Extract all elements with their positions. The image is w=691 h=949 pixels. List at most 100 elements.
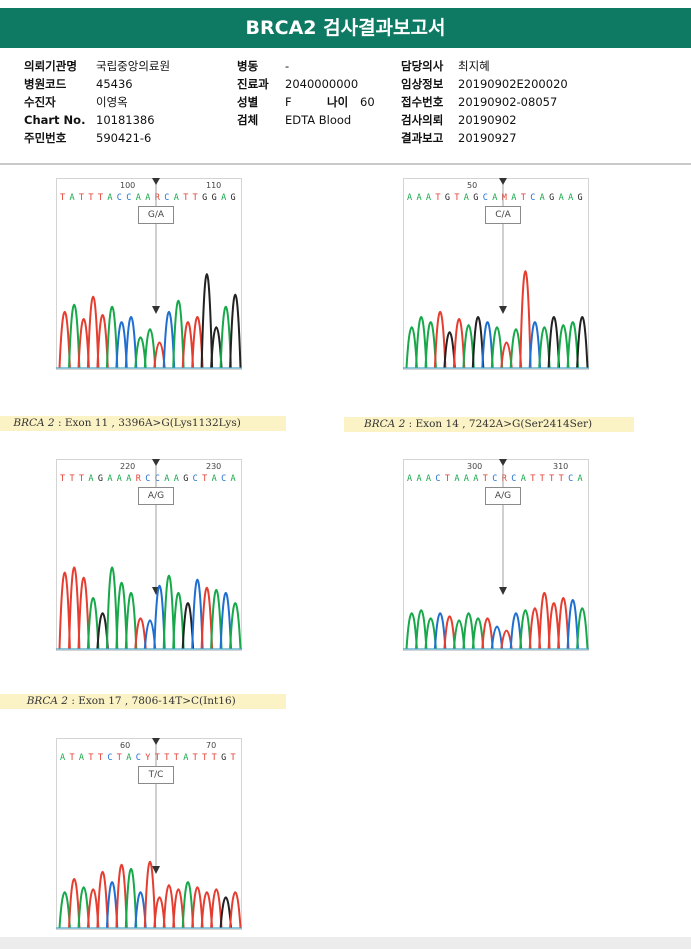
trace-peak — [547, 316, 561, 369]
base-call-letter: G — [212, 193, 217, 203]
trace-peak — [210, 888, 223, 929]
base-call-letter: C — [117, 193, 122, 203]
field-value: EDTA Blood — [285, 113, 352, 127]
base-call-letter: G — [202, 193, 207, 203]
base-call-letter: C — [568, 474, 573, 484]
base-call-letter: A — [521, 474, 526, 484]
trace-peak — [96, 314, 109, 369]
base-call-letter: A — [107, 193, 112, 203]
trace-peak — [219, 592, 232, 650]
variant-arrow-icon — [499, 587, 507, 595]
field-value: 590421-6 — [96, 131, 152, 145]
base-call-letter: G — [221, 753, 226, 763]
base-call-letter: T — [79, 193, 84, 203]
field-label: 의뢰기관명 — [24, 59, 77, 73]
position-tick: 110 — [206, 181, 221, 190]
base-call-letter: A — [417, 474, 422, 484]
base-call-letter: T — [212, 753, 217, 763]
base-call-letter: T — [549, 474, 554, 484]
base-call-letter: A — [568, 193, 573, 203]
info-row: 병동 - — [237, 57, 375, 75]
variant-description: : Exon 11 , 3396A>G(Lys1132Lys) — [57, 417, 241, 429]
trace-peak — [433, 311, 447, 369]
genotype-call-box: A/G — [485, 487, 521, 505]
info-row: 수진자 이영옥 — [24, 93, 170, 111]
trace-peak — [443, 615, 456, 650]
trace-peak — [143, 860, 157, 929]
field-label: 병동 — [237, 59, 259, 73]
trace-peak — [229, 602, 242, 650]
genotype-call-box: C/A — [485, 206, 521, 224]
base-call-letter: T — [98, 193, 103, 203]
trace-peak — [557, 324, 570, 369]
base-call-letter: C — [193, 474, 198, 484]
base-call-letter: G — [473, 193, 478, 203]
info-row: Chart No. 10181386 — [24, 111, 170, 129]
base-call-letter: R — [155, 193, 161, 203]
field-value: 45436 — [96, 77, 133, 91]
field-label: 성별 — [237, 95, 259, 109]
field-label: 검사의뢰 — [401, 113, 444, 127]
trace-peak — [124, 316, 138, 369]
trace-peak — [77, 576, 90, 650]
chromatogram-exon17: 60 70 A T A T T C T A C Y T T T A T T T G T T/C — [56, 738, 242, 930]
base-call-letter: A — [107, 474, 112, 484]
base-call-letter: A — [407, 193, 412, 203]
field-label: 검체 — [237, 113, 259, 127]
variant-description: : Exon 14 , 7242A>G(Ser2414Ser) — [408, 418, 593, 430]
variant-caption-exon14: BRCA 2 : Exon 14 , 7242A>G(Ser2414Ser) — [344, 417, 634, 432]
base-call-letter: T — [521, 193, 526, 203]
base-call-letter: T — [70, 753, 75, 763]
base-call-letter: A — [473, 474, 478, 484]
info-row: 검체 EDTA Blood — [237, 111, 375, 129]
base-call-letter: A — [454, 474, 459, 484]
position-tick: 100 — [120, 181, 135, 190]
trace-peak — [229, 891, 242, 929]
base-call-letter: A — [578, 474, 583, 484]
field-label: 수진자 — [24, 95, 56, 109]
base-call-letter: A — [136, 193, 141, 203]
info-row: 진료과 2040000000 — [237, 75, 375, 93]
base-call-letter: M — [502, 193, 507, 203]
trace-peak — [519, 609, 532, 650]
base-call-letter: C — [511, 474, 516, 484]
variant-caption-exon11: BRCA 2 : Exon 11 , 3396A>G(Lys1132Lys) — [0, 416, 286, 431]
base-call-letter: A — [559, 193, 564, 203]
field-label: 담당의사 — [401, 59, 444, 73]
base-call-letter: C — [483, 193, 488, 203]
base-call-letter: T — [435, 193, 440, 203]
field-value: 이영옥 — [96, 95, 128, 109]
trace-peak — [471, 316, 485, 369]
field-value: 10181386 — [96, 113, 155, 127]
gene-name: BRCA 2 — [13, 417, 55, 429]
chromatogram-exon10-b: 50 A A A T G T A G C A M A T C A G A A G C/A — [403, 178, 589, 370]
trace-peak — [538, 592, 551, 650]
trace-peak — [200, 587, 214, 650]
base-call-letter: G — [183, 474, 188, 484]
base-call-letter: T — [98, 753, 103, 763]
age-value: 60 — [360, 95, 375, 109]
trace-peak — [191, 578, 204, 650]
genotype-call-box: A/G — [138, 487, 174, 505]
variant-caption-exon17: BRCA 2 : Exon 17 , 7806-14T>C(Int16) — [0, 694, 286, 709]
field-value: - — [285, 59, 290, 73]
trace-peak — [462, 612, 475, 650]
base-call-letter: T — [174, 753, 179, 763]
header-divider — [0, 163, 691, 165]
field-label: 접수번호 — [401, 95, 444, 109]
report-title: BRCA2 검사결과보고서 — [0, 8, 691, 48]
field-label: 진료과 — [237, 77, 269, 91]
base-call-letter: A — [511, 193, 516, 203]
base-call-letter: A — [126, 474, 131, 484]
field-value: 20190927 — [458, 131, 517, 145]
field-label: 결과보고 — [401, 131, 444, 145]
trace-peak — [547, 602, 561, 650]
base-call-letter: T — [559, 474, 564, 484]
base-call-letter: A — [88, 474, 93, 484]
base-call-letter: A — [70, 193, 75, 203]
trace-peak — [210, 589, 223, 650]
chromatogram-exon10-a: 100 110 T A T T T A C C A A R C A T T G G A G G/A — [56, 178, 242, 370]
top-arrow-icon — [152, 738, 160, 745]
chromatogram-plot: 60 70A T A T T C T A C Y T T T A T T T G T — [56, 738, 242, 930]
position-tick: 300 — [467, 462, 482, 471]
